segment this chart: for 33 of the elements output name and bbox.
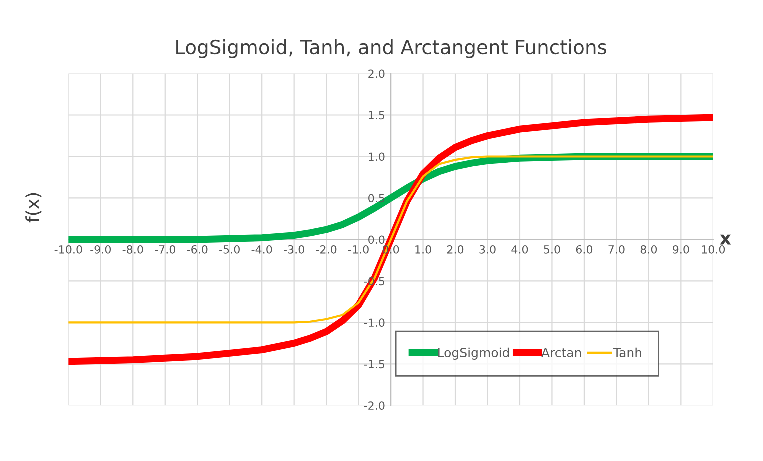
y-tick-label: -2.0 [364, 402, 385, 410]
y-tick-label: 0.0 [368, 236, 385, 244]
x-tick-label: -5.0 [220, 245, 240, 254]
x-tick-label: -8.0 [122, 245, 144, 254]
x-tick-label: 3.0 [480, 245, 496, 254]
chart-title: LogSigmoid, Tanh, and Arctangent Functions [176, 40, 606, 58]
x-tick-label: 10.0 [702, 245, 726, 254]
x-tick-label: -10.0 [54, 245, 82, 254]
x-tick-label: 5.0 [544, 245, 560, 254]
legend-label: Tanh [613, 348, 642, 358]
x-tick-label: 9.0 [673, 245, 690, 254]
x-tick-label: 4.0 [512, 245, 528, 254]
x-tick-label: -4.0 [252, 245, 272, 254]
legend-label: LogSigmoid [438, 348, 510, 360]
y-tick-label: 0.5 [368, 194, 385, 203]
x-tick-label: -9.0 [90, 245, 112, 254]
x-tick-label: 8.0 [640, 245, 658, 254]
y-tick-label: -1.0 [364, 318, 385, 328]
x-tick-label: -6.0 [187, 245, 208, 254]
y-tick-label: 1.0 [369, 152, 385, 162]
x-tick-label: 2.0 [447, 245, 464, 254]
x-axis-title: x [720, 234, 732, 245]
x-tick-label: -1.0 [348, 245, 369, 254]
y-tick-label: 1.5 [369, 111, 385, 120]
x-tick-label: -2.0 [316, 245, 337, 254]
y-tick-label: 2.0 [368, 70, 385, 78]
x-tick-label: 7.0 [608, 245, 625, 254]
y-axis-title: f(x) [26, 193, 42, 223]
x-tick-label: 1.0 [416, 245, 432, 254]
x-tick-label: 6.0 [576, 245, 593, 254]
y-tick-label: -1.5 [364, 360, 385, 369]
x-tick-label: -3.0 [284, 245, 304, 254]
x-tick-label: -7.0 [155, 245, 176, 254]
